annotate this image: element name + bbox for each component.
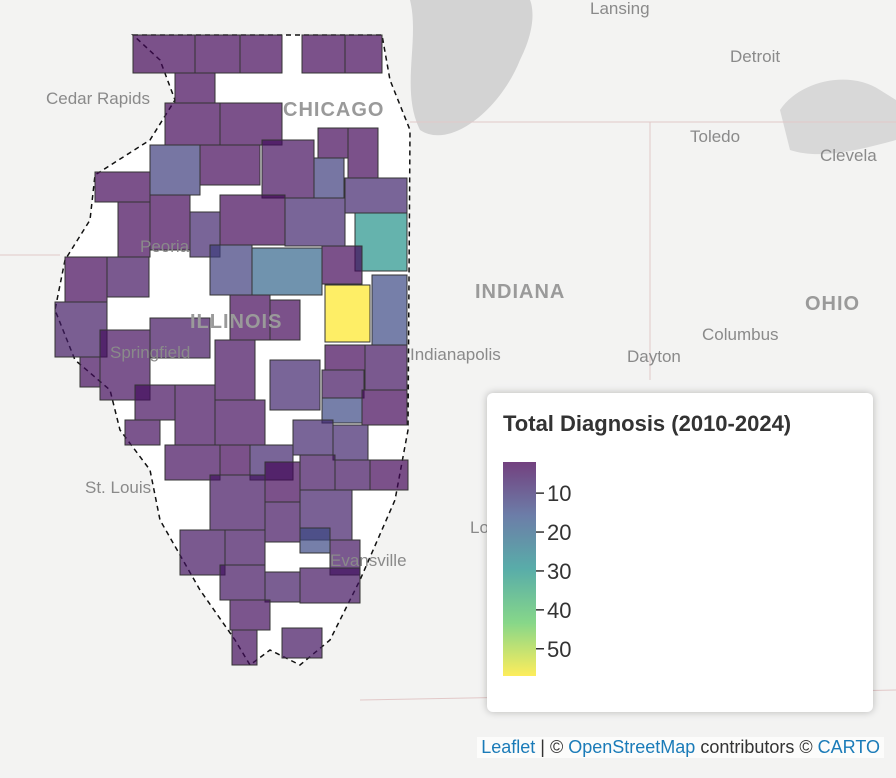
county	[301, 34, 346, 74]
county	[264, 571, 301, 603]
county	[321, 369, 365, 399]
place-label: Peoria	[140, 237, 190, 256]
county	[269, 299, 301, 341]
county	[214, 399, 266, 446]
legend-tick-label: 30	[547, 559, 571, 584]
attr-sep: | ©	[535, 737, 569, 757]
county	[292, 419, 334, 456]
leaflet-link[interactable]: Leaflet	[481, 737, 536, 757]
place-label: ILLINOIS	[190, 311, 282, 333]
place-label: St. Louis	[85, 478, 151, 497]
place-label: Dayton	[627, 347, 681, 366]
color-bar	[503, 462, 536, 676]
county	[344, 177, 408, 214]
place-label: OHIO	[805, 293, 860, 315]
county	[231, 629, 258, 666]
carto-link[interactable]: CARTO	[817, 737, 880, 757]
place-label: Evansville	[330, 551, 407, 570]
county	[219, 102, 283, 146]
county	[361, 389, 408, 426]
county	[324, 344, 366, 371]
osm-link[interactable]: OpenStreetMap	[568, 737, 696, 757]
county	[99, 329, 151, 401]
lake-erie	[780, 79, 896, 155]
place-label: Springfield	[110, 343, 190, 362]
county	[261, 139, 315, 199]
county	[149, 194, 191, 251]
place-label: Toledo	[690, 127, 740, 146]
county	[174, 384, 216, 446]
county	[334, 459, 371, 491]
county	[299, 454, 336, 491]
county	[364, 344, 408, 391]
county	[224, 529, 266, 566]
attribution: Leaflet | © OpenStreetMap contributors ©…	[477, 737, 884, 758]
county	[164, 444, 221, 481]
county	[324, 284, 371, 343]
county	[239, 34, 283, 74]
legend-tick-label: 40	[547, 598, 571, 623]
county	[124, 419, 161, 446]
legend-tick-label: 10	[547, 481, 571, 506]
county	[284, 197, 346, 247]
county	[174, 72, 216, 104]
county	[264, 501, 301, 543]
place-label: INDIANA	[475, 281, 565, 303]
county	[164, 102, 221, 146]
lake-michigan	[410, 0, 533, 136]
county	[332, 424, 369, 461]
county	[264, 461, 301, 503]
county	[134, 384, 176, 421]
county	[199, 144, 261, 186]
county	[79, 356, 101, 388]
legend: Total Diagnosis (2010-2024) 10 20 30 40 50	[487, 393, 873, 712]
county	[369, 459, 409, 491]
county	[219, 564, 266, 601]
county	[251, 247, 323, 296]
county	[209, 244, 253, 296]
county	[214, 339, 256, 401]
county	[117, 201, 151, 258]
county	[179, 529, 226, 576]
place-label: Detroit	[730, 47, 780, 66]
county	[229, 294, 271, 341]
county	[94, 171, 151, 203]
county	[299, 527, 331, 554]
county	[299, 567, 361, 604]
county	[64, 256, 108, 303]
county	[344, 34, 383, 74]
county	[219, 194, 286, 246]
county	[269, 359, 321, 411]
county	[219, 444, 251, 476]
county	[317, 127, 349, 159]
place-label: Clevela	[820, 146, 877, 165]
county	[313, 157, 345, 199]
county	[132, 34, 196, 74]
county	[371, 274, 408, 346]
place-label: CHICAGO	[283, 99, 384, 121]
legend-tick-label: 50	[547, 637, 571, 662]
legend-tick-label: 20	[547, 520, 571, 545]
place-label: Lansing	[590, 0, 650, 18]
county	[106, 256, 150, 298]
county	[281, 627, 323, 659]
county	[54, 301, 108, 358]
attr-mid: contributors ©	[695, 737, 818, 757]
county	[149, 144, 201, 196]
county	[229, 599, 271, 631]
county	[321, 397, 363, 424]
place-label: Cedar Rapids	[46, 89, 150, 108]
place-label: Columbus	[702, 325, 779, 344]
county	[321, 245, 363, 285]
counties	[54, 34, 409, 666]
place-label: Indianapolis	[410, 345, 501, 364]
county	[194, 34, 241, 74]
legend-title: Total Diagnosis (2010-2024)	[503, 411, 791, 436]
county	[347, 127, 379, 179]
legend-canvas: Total Diagnosis (2010-2024) 10 20 30 40 50	[503, 411, 791, 676]
county	[354, 212, 408, 272]
county	[209, 474, 266, 531]
